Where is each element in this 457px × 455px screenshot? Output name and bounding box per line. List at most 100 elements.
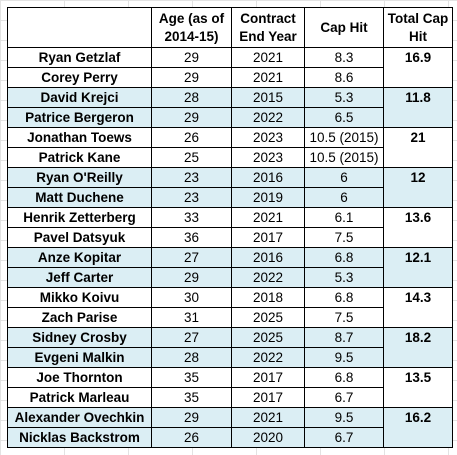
player-name-cell: Alexander Ovechkin — [7, 407, 152, 428]
player-name-cell: Matt Duchene — [7, 187, 152, 208]
player-name-cell: Patrick Marleau — [7, 387, 152, 408]
contract-end-cell: 2022 — [231, 107, 305, 128]
table-row: Pavel Datsyuk 36 2017 7.5 — [7, 227, 453, 248]
age-cell: 29 — [151, 267, 232, 288]
table-row: Jonathan Toews 26 2023 10.5 (2015) 21 — [7, 127, 453, 168]
header-total-cap-hit: Total Cap Hit — [383, 7, 453, 48]
contract-end-cell: 2022 — [231, 267, 305, 288]
table-row: David Krejci 28 2015 5.3 11.8 — [7, 87, 453, 128]
total-cap-hit-cell: 14.3 — [383, 287, 453, 328]
cap-hit-cell: 6.7 — [304, 387, 384, 408]
contract-end-cell: 2016 — [231, 167, 305, 188]
player-name-cell: Henrik Zetterberg — [7, 207, 152, 228]
table-row: Ryan Getzlaf 29 2021 8.3 16.9 — [7, 47, 453, 88]
table-row: Patrick Marleau 35 2017 6.7 — [7, 387, 453, 408]
age-cell: 31 — [151, 307, 232, 328]
age-cell: 28 — [151, 87, 232, 108]
contract-end-cell: 2021 — [231, 207, 305, 228]
player-name-cell: Patrick Kane — [7, 147, 152, 168]
player-name-cell: Jeff Carter — [7, 267, 152, 288]
table-row: Patrice Bergeron 29 2022 6.5 — [7, 107, 453, 128]
table-row: Anze Kopitar 27 2016 6.8 12.1 — [7, 247, 453, 288]
cap-hit-cell: 8.6 — [304, 67, 384, 88]
age-cell: 23 — [151, 167, 232, 188]
player-name-cell: Sidney Crosby — [7, 327, 152, 348]
cap-hit-cell: 8.3 — [304, 47, 384, 68]
table-row: Henrik Zetterberg 33 2021 6.1 13.6 — [7, 207, 453, 248]
player-name-cell: Mikko Koivu — [7, 287, 152, 308]
table-row: Sidney Crosby 27 2025 8.7 18.2 — [7, 327, 453, 368]
cap-hit-cell: 7.5 — [304, 227, 384, 248]
header-player — [7, 7, 152, 48]
total-cap-hit-cell: 13.6 — [383, 207, 453, 248]
age-cell: 35 — [151, 387, 232, 408]
player-name-cell: Corey Perry — [7, 67, 152, 88]
age-cell: 30 — [151, 287, 232, 308]
total-cap-hit-cell: 21 — [383, 127, 453, 168]
age-cell: 26 — [151, 427, 232, 448]
age-cell: 29 — [151, 407, 232, 428]
cap-hit-cell: 6.5 — [304, 107, 384, 128]
cap-hit-cell: 6.1 — [304, 207, 384, 228]
cap-hit-cell: 7.5 — [304, 307, 384, 328]
total-cap-hit-cell: 16.2 — [383, 407, 453, 448]
cap-hit-cell: 6.7 — [304, 427, 384, 448]
player-name-cell: Zach Parise — [7, 307, 152, 328]
contract-end-cell: 2021 — [231, 67, 305, 88]
contract-end-cell: 2022 — [231, 347, 305, 368]
contract-end-cell: 2019 — [231, 187, 305, 208]
total-cap-hit-cell: 18.2 — [383, 327, 453, 368]
table-row: Alexander Ovechkin 29 2021 9.5 16.2 — [7, 407, 453, 448]
header-age: Age (as of 2014-15) — [151, 7, 232, 48]
header-cap-hit: Cap Hit — [304, 7, 384, 48]
player-name-cell: David Krejci — [7, 87, 152, 108]
table-row: Mikko Koivu 30 2018 6.8 14.3 — [7, 287, 453, 328]
cap-hit-cell: 6 — [304, 167, 384, 188]
cap-hit-cell: 5.3 — [304, 267, 384, 288]
age-cell: 25 — [151, 147, 232, 168]
cap-hit-cell: 9.5 — [304, 407, 384, 428]
contract-end-cell: 2017 — [231, 387, 305, 408]
age-cell: 36 — [151, 227, 232, 248]
cap-hit-cell: 9.5 — [304, 347, 384, 368]
contract-end-cell: 2025 — [231, 327, 305, 348]
contract-end-cell: 2016 — [231, 247, 305, 268]
cap-hit-cell: 6.8 — [304, 247, 384, 268]
player-name-cell: Ryan Getzlaf — [7, 47, 152, 68]
table-row: Ryan O'Reilly 23 2016 6 12 — [7, 167, 453, 208]
total-cap-hit-cell: 12.1 — [383, 247, 453, 288]
cap-hit-cell: 10.5 (2015) — [304, 147, 384, 168]
total-cap-hit-cell: 11.8 — [383, 87, 453, 128]
age-cell: 27 — [151, 327, 232, 348]
player-name-cell: Evgeni Malkin — [7, 347, 152, 368]
contract-end-cell: 2017 — [231, 367, 305, 388]
table-row: Nicklas Backstrom 26 2020 6.7 — [7, 427, 453, 448]
cap-hit-cell: 8.7 — [304, 327, 384, 348]
age-cell: 23 — [151, 187, 232, 208]
total-cap-hit-cell: 16.9 — [383, 47, 453, 88]
contract-end-cell: 2015 — [231, 87, 305, 108]
cap-hit-cell: 10.5 (2015) — [304, 127, 384, 148]
player-name-cell: Anze Kopitar — [7, 247, 152, 268]
header-row: Age (as of 2014-15) Contract End Year Ca… — [7, 7, 453, 48]
contract-end-cell: 2020 — [231, 427, 305, 448]
table-row: Evgeni Malkin 28 2022 9.5 — [7, 347, 453, 368]
contract-end-cell: 2021 — [231, 407, 305, 428]
age-cell: 29 — [151, 67, 232, 88]
player-name-cell: Pavel Datsyuk — [7, 227, 152, 248]
header-contract-end: Contract End Year — [231, 7, 305, 48]
cap-hit-cell: 6.8 — [304, 287, 384, 308]
contract-end-cell: 2017 — [231, 227, 305, 248]
contract-end-cell: 2021 — [231, 47, 305, 68]
age-cell: 27 — [151, 247, 232, 268]
player-name-cell: Jonathan Toews — [7, 127, 152, 148]
table-row: Patrick Kane 25 2023 10.5 (2015) — [7, 147, 453, 168]
age-cell: 35 — [151, 367, 232, 388]
cap-hit-cell: 6.8 — [304, 367, 384, 388]
table-row: Jeff Carter 29 2022 5.3 — [7, 267, 453, 288]
contract-end-cell: 2023 — [231, 147, 305, 168]
cap-hit-cell: 6 — [304, 187, 384, 208]
table-row: Corey Perry 29 2021 8.6 — [7, 67, 453, 88]
table-row: Joe Thornton 35 2017 6.8 13.5 — [7, 367, 453, 408]
player-name-cell: Nicklas Backstrom — [7, 427, 152, 448]
